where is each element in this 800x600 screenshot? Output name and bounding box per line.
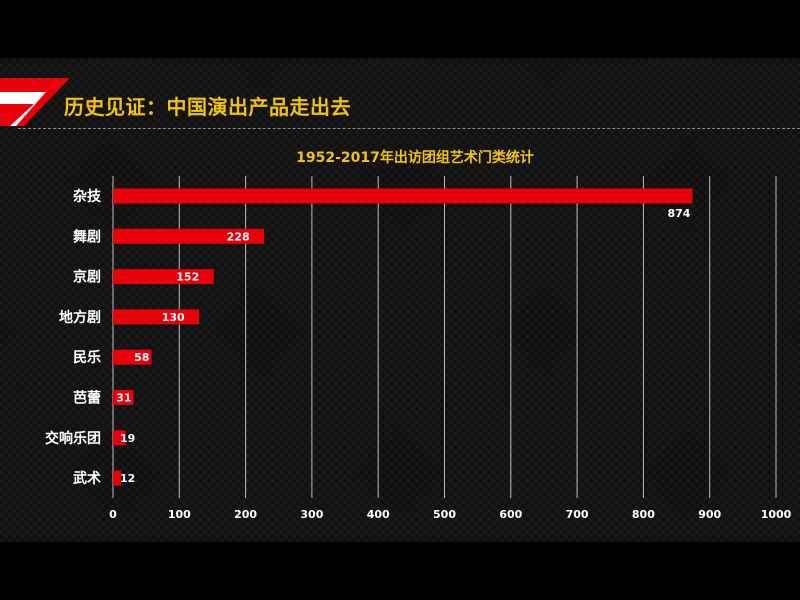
x-tick-label: 1000 xyxy=(761,508,792,521)
category-label: 民乐 xyxy=(73,349,101,366)
bar xyxy=(113,269,214,285)
bottom-band xyxy=(0,542,800,600)
category-label: 舞剧 xyxy=(73,228,101,245)
data-label: 12 xyxy=(120,472,135,485)
title-divider xyxy=(18,128,800,129)
x-tick-label: 400 xyxy=(367,508,390,521)
bar xyxy=(113,390,134,405)
data-label: 31 xyxy=(116,392,131,405)
slide-title: 历史见证：中国演出产品走出去 xyxy=(64,95,351,119)
x-tick-label: 500 xyxy=(433,508,456,521)
category-label: 芭蕾 xyxy=(73,390,101,407)
bar xyxy=(113,430,126,446)
data-label: 152 xyxy=(176,271,199,284)
x-tick-label: 300 xyxy=(300,508,323,521)
bar xyxy=(113,228,265,244)
x-tick-label: 200 xyxy=(234,508,257,521)
data-label: 228 xyxy=(227,230,250,243)
data-label: 130 xyxy=(162,311,185,324)
labels: 0 100 200 300 400 500 600 700 800 900 1000 杂技 874 舞剧 2… xyxy=(45,188,792,521)
top-band xyxy=(0,0,800,58)
bar xyxy=(113,309,200,325)
chart-title: 1952-2017年出访团组艺术门类统计 xyxy=(296,149,534,166)
bar xyxy=(113,188,693,204)
data-label: 58 xyxy=(134,351,149,364)
data-label: 874 xyxy=(667,207,690,220)
x-tick-label: 800 xyxy=(632,508,655,521)
category-label: 杂技 xyxy=(73,188,102,205)
x-tick-label: 100 xyxy=(168,508,191,521)
x-tick-label: 600 xyxy=(499,508,522,521)
x-tick-label: 700 xyxy=(566,508,589,521)
category-label: 地方剧 xyxy=(59,309,101,326)
x-tick-label: 0 xyxy=(109,508,117,521)
bar xyxy=(113,349,152,365)
bars xyxy=(113,188,693,486)
bar xyxy=(113,470,121,486)
category-label: 京剧 xyxy=(73,269,101,286)
gridlines xyxy=(112,176,777,498)
category-label: 交响乐团 xyxy=(45,430,101,447)
corner-stripe-decoration xyxy=(0,78,70,126)
data-label: 19 xyxy=(120,432,135,445)
x-tick-label: 900 xyxy=(698,508,721,521)
category-label: 武术 xyxy=(73,470,101,487)
